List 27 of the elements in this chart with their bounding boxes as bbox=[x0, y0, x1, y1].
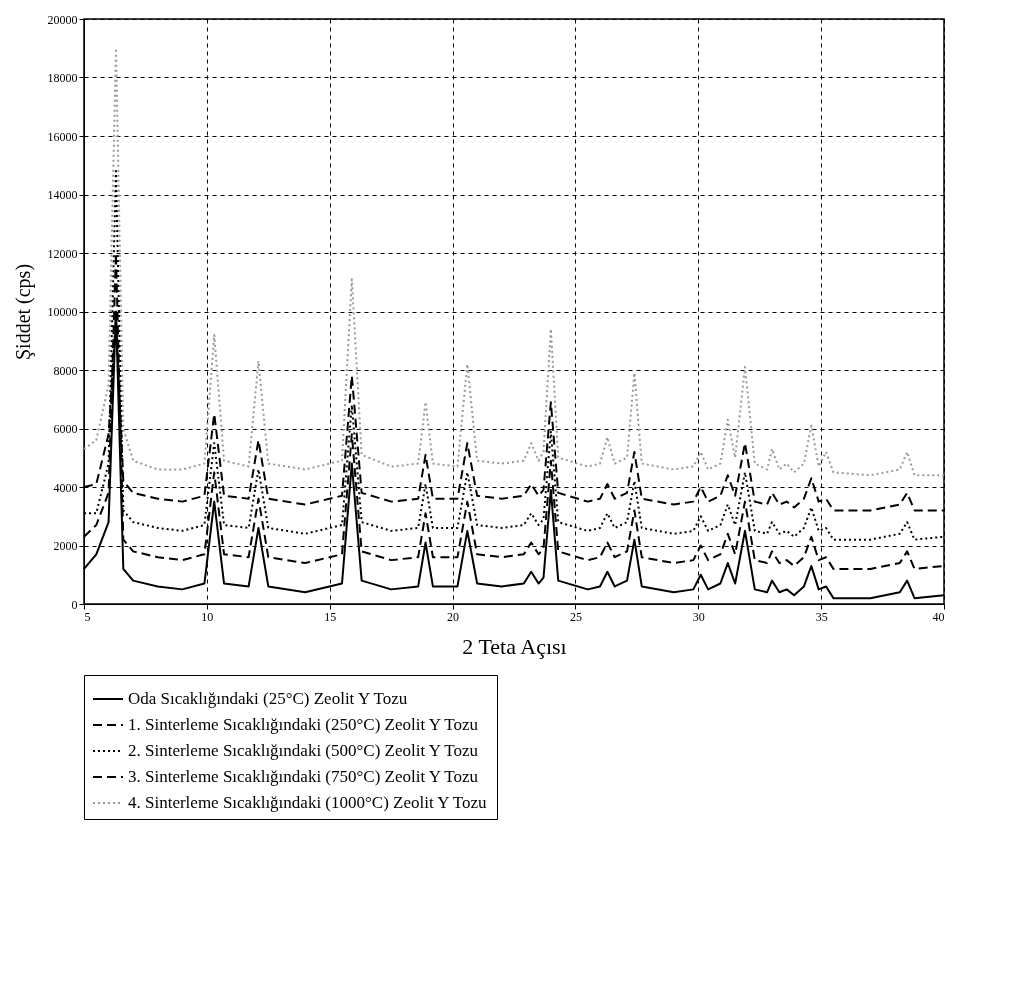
x-tick-label: 15 bbox=[324, 609, 337, 624]
x-tick-label: 10 bbox=[201, 609, 214, 624]
y-tick-label: 6000 bbox=[53, 422, 78, 436]
x-tick-label: 40 bbox=[932, 609, 945, 624]
line-series bbox=[83, 47, 945, 477]
y-tick-label: 20000 bbox=[47, 12, 78, 27]
legend-label: 1. Sinterleme Sıcaklığındaki (250°C) Zeolit Y Tozu bbox=[128, 715, 479, 734]
legend-label: 3. Sinterleme Sıcaklığındaki (750°C) Zeolit Y Tozu bbox=[128, 767, 479, 786]
x-tick-label: 25 bbox=[569, 609, 582, 624]
x-axis-title: 2 Teta Açısı bbox=[462, 633, 567, 659]
y-tick-label: 4000 bbox=[53, 480, 78, 495]
y-tick-label: 8000 bbox=[53, 363, 78, 378]
y-tick-label: 0 bbox=[71, 597, 78, 612]
y-axis-title: Şiddet (cps) bbox=[11, 263, 35, 361]
x-tick-label: 20 bbox=[447, 609, 460, 624]
y-tick-label: 18000 bbox=[47, 71, 78, 85]
legend-label: Oda Sıcaklığındaki (25°C) Zeolit Y Tozu bbox=[128, 689, 408, 708]
legend-label: 2. Sinterleme Sıcaklığındaki (500°C) Zeolit Y Tozu bbox=[128, 741, 479, 760]
legend-label: 4. Sinterleme Sıcaklığındaki (1000°C) Zeolit Y Tozu bbox=[128, 793, 488, 812]
y-tick-label: 16000 bbox=[47, 129, 78, 144]
y-tick-label: 2000 bbox=[53, 539, 78, 553]
y-tick-label: 10000 bbox=[47, 305, 78, 319]
x-tick-label: 30 bbox=[692, 609, 705, 624]
y-tick-label: 12000 bbox=[47, 246, 78, 261]
y-tick-label: 14000 bbox=[47, 188, 78, 202]
x-tick-label: 5 bbox=[84, 609, 91, 624]
x-tick-label: 35 bbox=[815, 609, 828, 624]
